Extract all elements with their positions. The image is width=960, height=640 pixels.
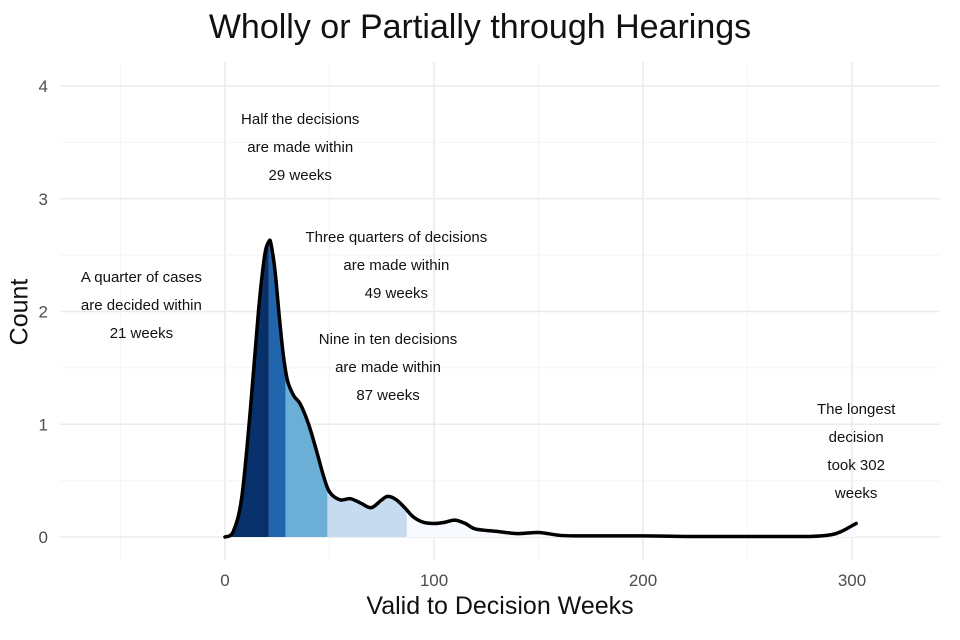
axis-ticks: 0 100 200 300 0 1 2 3 4 (39, 77, 867, 590)
quantile-band-4 (327, 486, 407, 537)
y-tick-label: 1 (39, 415, 48, 434)
quantile-band-5 (406, 509, 857, 537)
annotation-2: Half the decisions are made within 29 we… (241, 111, 360, 184)
y-tick-label: 3 (39, 190, 48, 209)
x-tick-label: 200 (629, 571, 657, 590)
density-curve (223, 238, 858, 539)
annotation-3: Three quarters of decisions are made wit… (305, 229, 488, 303)
x-axis-label: Valid to Decision Weeks (366, 592, 634, 620)
y-tick-label: 2 (39, 303, 48, 322)
x-tick-label: 300 (838, 571, 866, 590)
quantile-band-1 (225, 241, 269, 537)
y-tick-label: 0 (39, 528, 48, 547)
annotation-4: Nine in ten decisions are made within 87… (318, 330, 458, 404)
x-tick-label: 100 (420, 571, 448, 590)
x-tick-label: 0 (220, 571, 229, 590)
quantile-bands (225, 241, 857, 537)
annotation-1: A quarter of cases are decided within 21… (80, 268, 202, 342)
y-axis-label: Count (5, 278, 34, 346)
y-tick-label: 4 (39, 77, 48, 96)
density-curve-layer (223, 238, 858, 539)
quantile-band-3 (285, 369, 328, 537)
chart-title: Wholly or Partially through Hearings (208, 8, 752, 46)
annotation-5: The longest decision took 302 weeks (816, 401, 896, 503)
quantile-band-2 (268, 241, 286, 537)
